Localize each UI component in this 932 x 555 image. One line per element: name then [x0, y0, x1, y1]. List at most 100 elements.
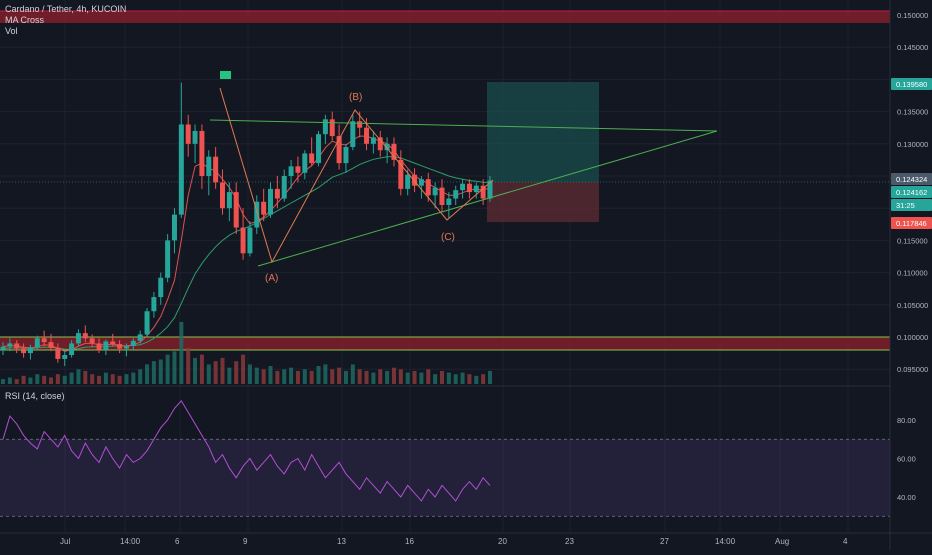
candle-body: [7, 343, 13, 347]
candle-body: [329, 119, 335, 137]
volume-bar: [330, 369, 335, 384]
volume-bar: [446, 372, 451, 384]
candle-body: [350, 121, 356, 148]
current-price-badge: 0.124162: [896, 188, 927, 197]
volume-bar: [337, 367, 342, 384]
ma-slow-line: [2, 156, 490, 350]
candle-body: [34, 338, 40, 348]
price-tick-label: 0.135000: [897, 108, 928, 117]
volume-bar: [42, 375, 47, 384]
volume-bar: [138, 369, 143, 384]
candle-body: [391, 143, 397, 160]
candle-body: [460, 183, 466, 191]
volume-bar: [357, 369, 362, 384]
candle-body: [48, 342, 54, 348]
candle-body: [192, 130, 198, 144]
triangle-upper-trendline: [209, 119, 718, 132]
time-tick-label: 16: [405, 537, 414, 546]
volume-bar: [439, 370, 444, 384]
candle-body: [322, 119, 328, 135]
volume-bar: [234, 361, 239, 384]
volume-bar: [364, 370, 369, 384]
volume-bar: [1, 379, 5, 384]
candle-body: [473, 185, 479, 193]
ma-cross-label[interactable]: MA Cross: [5, 15, 45, 25]
price-axis-bg: [890, 0, 932, 550]
volume-bar: [165, 354, 170, 384]
candle-body: [398, 159, 404, 189]
candle-body: [75, 333, 81, 344]
candle-body: [425, 179, 431, 196]
volume-bar: [206, 364, 211, 384]
candle-body: [41, 338, 47, 343]
volume-bar: [316, 366, 321, 384]
volume-bar: [186, 348, 191, 384]
candle-body: [343, 147, 349, 164]
volume-bar: [151, 361, 156, 384]
candle-body: [165, 240, 171, 278]
volume-bar: [172, 351, 177, 384]
volume-bar: [405, 372, 410, 384]
volume-bar: [350, 364, 355, 384]
volume-bar: [467, 374, 472, 384]
candle-body: [247, 227, 253, 254]
volume-bar: [7, 377, 12, 384]
time-tick-label: 9: [243, 537, 248, 546]
candle-body: [268, 188, 274, 215]
candle-body: [123, 346, 129, 349]
time-tick-label: Aug: [775, 537, 789, 546]
rsi-legend[interactable]: RSI (14, close): [5, 391, 65, 401]
candle-body: [0, 346, 6, 350]
stop-price-badge-bg: [891, 217, 932, 229]
candle-body: [412, 174, 418, 186]
current-price-badge-bg: [891, 186, 932, 198]
volume-label[interactable]: Vol: [5, 26, 18, 36]
volume-bar: [117, 375, 122, 384]
take-profit-zone: [487, 82, 599, 182]
time-tick-label: 14:00: [715, 537, 736, 546]
candle-body: [117, 344, 123, 349]
volume-bar: [323, 364, 328, 384]
candle-body: [288, 166, 294, 176]
volume-bar: [391, 367, 396, 384]
candle-body: [96, 343, 102, 350]
volume-bar: [398, 369, 403, 384]
time-tick-label: 13: [337, 537, 346, 546]
symbol-title[interactable]: Cardano / Tether, 4h, KUCOIN: [5, 4, 127, 14]
candle-body: [158, 277, 164, 298]
candle-body: [357, 121, 363, 128]
candle-body: [171, 214, 177, 241]
volume-bar: [90, 374, 95, 384]
volume-bar: [193, 357, 198, 384]
candle-body: [487, 180, 493, 199]
volume-bar: [343, 370, 348, 384]
candle-body: [384, 143, 390, 151]
candle-body: [377, 137, 383, 151]
candle-body: [405, 174, 411, 189]
volume-bar: [131, 372, 136, 384]
candle-body: [418, 179, 424, 186]
candle-body: [185, 124, 191, 144]
time-tick-label: 23: [565, 537, 574, 546]
time-tick-label: 14:00: [120, 537, 141, 546]
candle-body: [89, 338, 95, 344]
triangle-lower-trendline: [257, 130, 718, 267]
volume-bar: [309, 370, 314, 384]
price-tick-label: 0.110000: [897, 269, 928, 278]
price-tick-label: 0.150000: [897, 11, 928, 20]
volume-bar: [247, 364, 252, 384]
flag-marker: [220, 71, 231, 79]
candle-body: [336, 136, 342, 164]
candle-body: [213, 156, 219, 183]
price-tick-label: 0.145000: [897, 43, 928, 52]
volume-bar: [76, 369, 81, 384]
volume-bar: [275, 370, 280, 384]
volume-bar: [21, 375, 26, 384]
volume-bar: [412, 370, 417, 384]
candle-body: [432, 187, 438, 196]
volume-bar: [227, 367, 232, 384]
candle-body: [309, 153, 315, 164]
